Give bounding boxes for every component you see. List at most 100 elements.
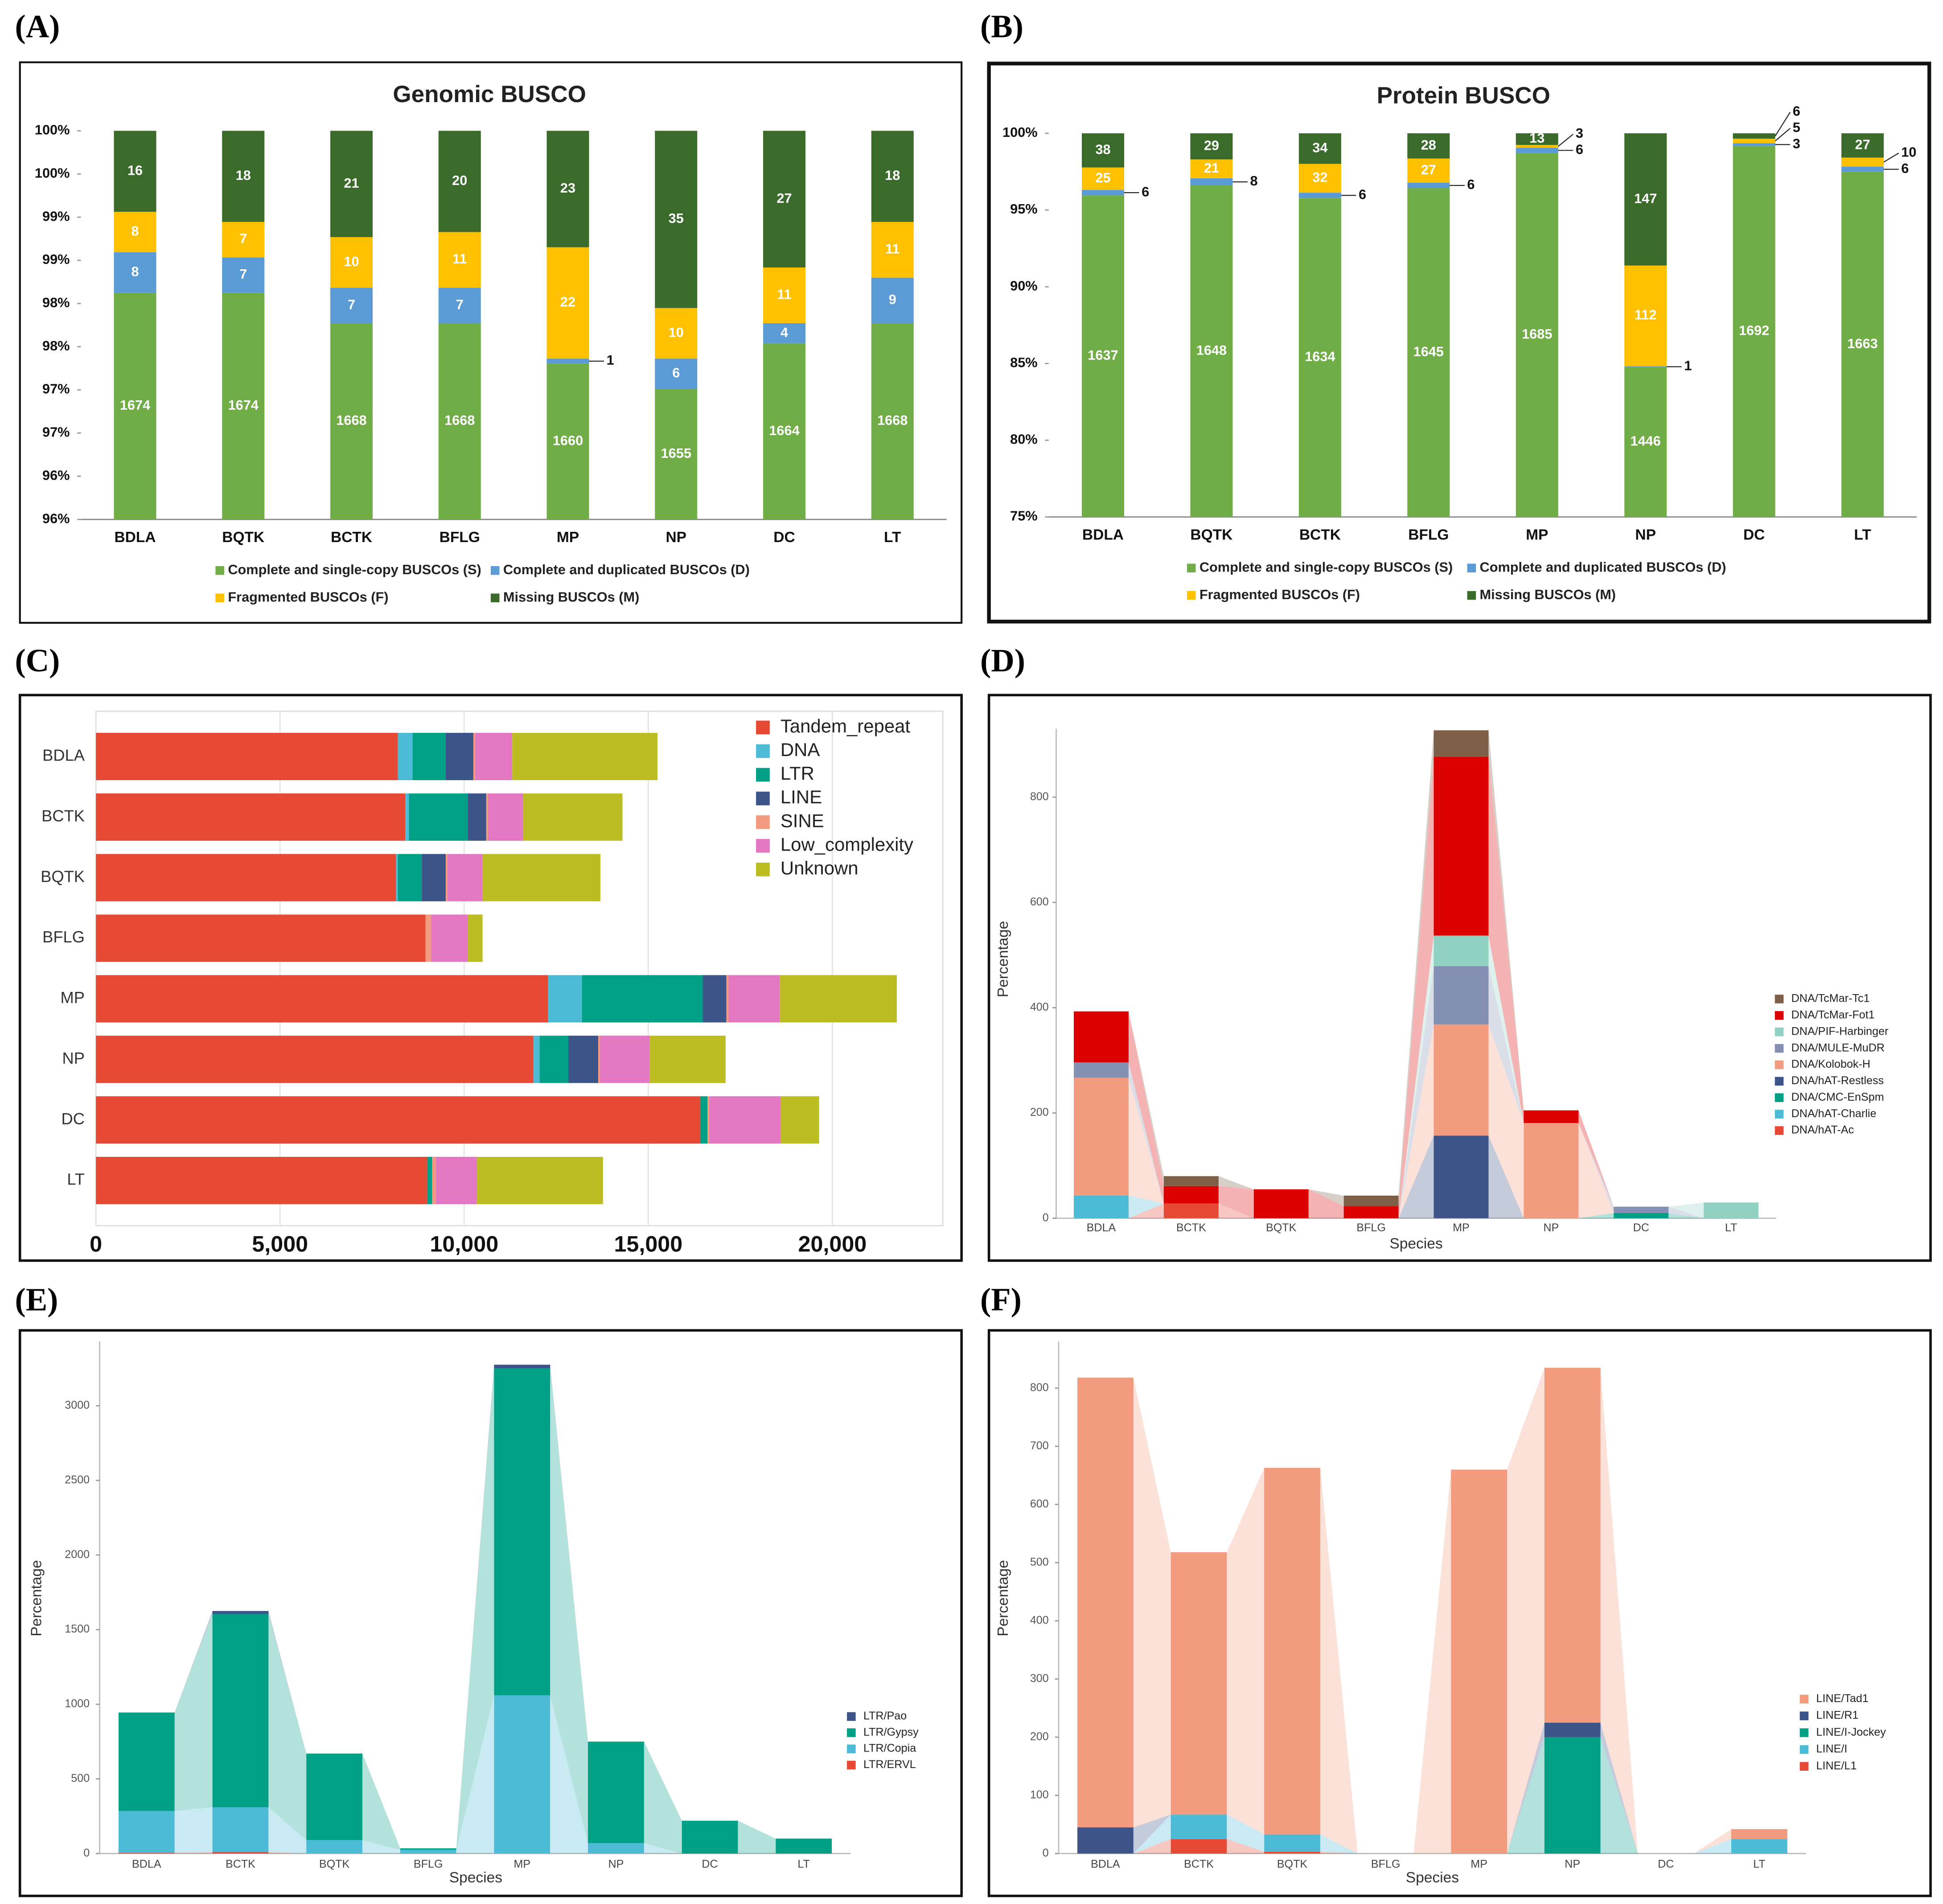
- bar-segment: [222, 131, 265, 222]
- bar-segment: [1733, 133, 1775, 139]
- bar-segment: [702, 975, 727, 1023]
- panel-frame: [987, 62, 1931, 624]
- bar-segment: [582, 975, 703, 1023]
- data-label: 27: [1855, 136, 1870, 152]
- bar-segment: [1264, 1851, 1320, 1854]
- bar-segment: [1434, 730, 1489, 757]
- bar-segment: [473, 732, 476, 781]
- y-tick-label: 80%: [1010, 432, 1037, 447]
- panel-frame: [18, 1329, 963, 1897]
- panel-label: (E): [15, 1281, 58, 1317]
- bar-segment: [1190, 133, 1233, 160]
- bar-segment: [477, 1156, 603, 1205]
- bar-segment: [114, 131, 156, 212]
- legend-label: Fragmented BUSCOs (F): [228, 589, 388, 605]
- ribbon: [1488, 966, 1524, 1123]
- y-tick-label: 600: [1030, 1497, 1049, 1510]
- y-tick-label: 2000: [65, 1548, 90, 1561]
- bar-segment: [1614, 1213, 1669, 1218]
- x-tick-label: 20,000: [798, 1231, 867, 1257]
- bar-segment: [482, 854, 600, 901]
- x-tick-label: BDLA: [1082, 526, 1124, 543]
- legend-label: Complete and duplicated BUSCOs (D): [503, 562, 750, 577]
- legend-swatch: [1799, 1711, 1809, 1720]
- legend-swatch: [1187, 591, 1196, 600]
- callout-line: [1775, 111, 1791, 136]
- legend-swatch: [1799, 1745, 1809, 1754]
- data-label: 1: [1684, 358, 1692, 374]
- data-label: 1655: [661, 445, 691, 461]
- data-label: 3: [1576, 125, 1583, 141]
- y-tick-label: MP: [61, 988, 85, 1007]
- x-tick-label: BQTK: [1190, 526, 1232, 543]
- bar-segment: [488, 793, 523, 841]
- data-label: 10: [344, 254, 359, 269]
- x-tick-label: MP: [1453, 1221, 1470, 1234]
- bar-segment: [438, 323, 481, 520]
- panel-label: (A): [15, 8, 60, 45]
- ribbon: [1128, 1011, 1164, 1204]
- ribbon: [268, 1807, 307, 1854]
- x-tick-label: NP: [1635, 526, 1656, 543]
- ribbon: [1488, 935, 1524, 1123]
- bar-segment: [1073, 1011, 1129, 1063]
- data-label: 3: [1793, 136, 1800, 151]
- y-tick-label: 98%: [42, 295, 70, 310]
- x-tick-label: DC: [1658, 1858, 1674, 1871]
- data-label: 10: [1901, 144, 1916, 160]
- y-tick-label: 0: [83, 1846, 90, 1859]
- legend-label: DNA/PIF-Harbinger: [1791, 1025, 1889, 1037]
- bar-segment: [1163, 1203, 1219, 1218]
- legend-label: DNA/TcMar-Tc1: [1791, 992, 1870, 1005]
- y-tick-label: 500: [71, 1772, 90, 1785]
- y-tick-label: 400: [1030, 1001, 1049, 1013]
- y-tick-label: 300: [1030, 1672, 1049, 1685]
- ribbon: [1578, 1123, 1614, 1218]
- x-tick-label: BFLG: [414, 1858, 443, 1871]
- ribbon: [268, 1614, 307, 1840]
- y-tick-label: 97%: [42, 381, 70, 397]
- data-label: 1674: [120, 397, 150, 413]
- data-label: 22: [560, 294, 575, 310]
- bar-segment: [512, 732, 657, 781]
- data-label: 1446: [1631, 433, 1661, 449]
- bar-segment: [780, 975, 897, 1023]
- data-label: 8: [131, 263, 139, 279]
- legend-swatch: [756, 839, 770, 853]
- data-label: 11: [777, 287, 791, 302]
- bar-segment: [330, 323, 373, 520]
- y-tick-label: 1000: [65, 1698, 90, 1710]
- x-tick-label: MP: [557, 529, 579, 546]
- ribbon: [550, 1695, 588, 1854]
- ribbon: [1413, 1469, 1451, 1854]
- x-tick-label: BQTK: [1277, 1858, 1308, 1871]
- data-label: 16: [127, 162, 143, 178]
- ribbon: [1578, 1213, 1614, 1218]
- panel-label: (C): [15, 642, 60, 679]
- x-tick-label: MP: [513, 1858, 530, 1871]
- ribbon: [1128, 1195, 1164, 1218]
- bar-segment: [96, 1156, 427, 1205]
- legend-label: SINE: [780, 810, 824, 831]
- bar-segment: [1163, 1176, 1219, 1186]
- bar-segment: [494, 1368, 550, 1695]
- data-label: 1685: [1522, 326, 1552, 342]
- legend-swatch: [1775, 1077, 1784, 1086]
- bar-segment: [212, 1807, 269, 1852]
- bar-segment: [1624, 265, 1667, 366]
- ribbon: [1507, 1723, 1545, 1854]
- x-tick-label: BFLG: [440, 529, 480, 546]
- y-tick-label: 90%: [1010, 278, 1037, 293]
- bar-segment: [523, 793, 623, 841]
- bar-segment: [306, 1840, 362, 1854]
- legend-swatch: [215, 566, 224, 575]
- ribbon: [1668, 1202, 1704, 1218]
- bar-segment: [1524, 1110, 1579, 1123]
- bar-segment: [1544, 1737, 1601, 1854]
- bar-segment: [546, 363, 589, 520]
- bar-segment: [707, 1096, 710, 1144]
- legend-label: Complete and single-copy BUSCOs (S): [1199, 559, 1453, 575]
- data-label: 7: [456, 296, 464, 312]
- bar-segment: [1264, 1468, 1320, 1834]
